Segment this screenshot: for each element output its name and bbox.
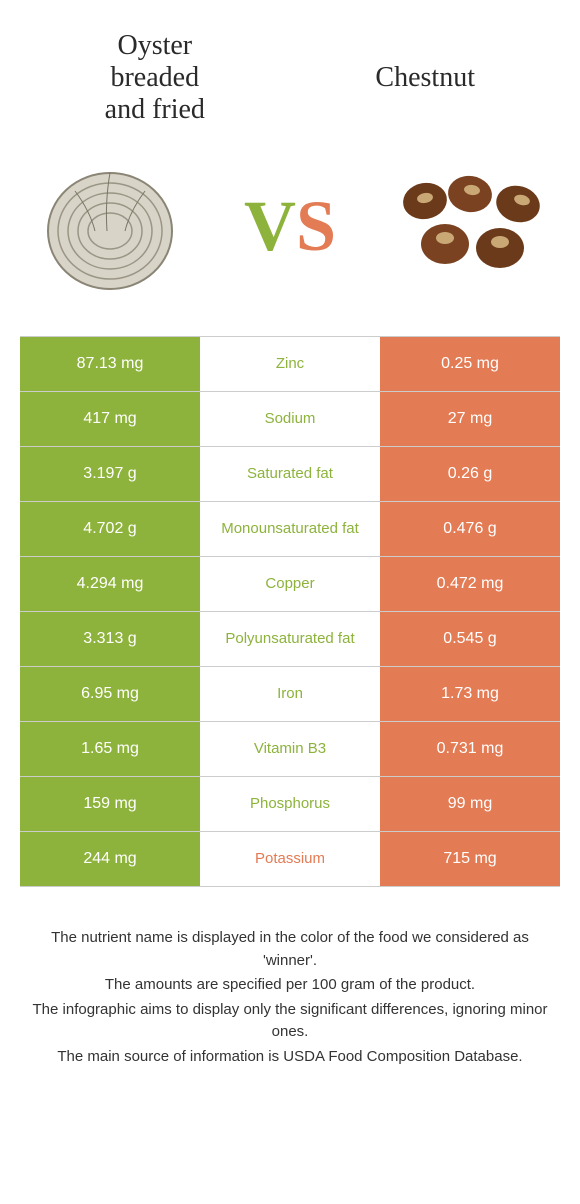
footer-line: The nutrient name is displayed in the co… [30,927,550,972]
left-food-title: Oyster breaded and fried [30,30,280,126]
right-value: 0.26 g [380,447,560,501]
right-food-title: Chestnut [300,30,550,126]
vs-label: VS [244,185,336,268]
nutrient-name: Copper [200,557,380,611]
table-row: 3.197 gSaturated fat0.26 g [20,446,560,501]
right-value: 0.472 mg [380,557,560,611]
table-row: 6.95 mgIron1.73 mg [20,666,560,721]
table-row: 3.313 gPolyunsaturated fat0.545 g [20,611,560,666]
left-value: 159 mg [20,777,200,831]
nutrient-name: Iron [200,667,380,721]
right-value: 0.476 g [380,502,560,556]
header: Oyster breaded and fried Chestnut [0,0,580,136]
vs-v: V [244,186,296,266]
nutrient-name: Phosphorus [200,777,380,831]
left-value: 1.65 mg [20,722,200,776]
right-value: 99 mg [380,777,560,831]
footer-line: The amounts are specified per 100 gram o… [30,974,550,997]
right-value: 0.25 mg [380,337,560,391]
right-value: 0.731 mg [380,722,560,776]
table-row: 159 mgPhosphorus99 mg [20,776,560,831]
right-value: 27 mg [380,392,560,446]
images-row: VS [0,136,580,336]
nutrient-name: Zinc [200,337,380,391]
footer-line: The main source of information is USDA F… [30,1046,550,1069]
table-row: 244 mgPotassium715 mg [20,831,560,887]
nutrient-table: 87.13 mgZinc0.25 mg417 mgSodium27 mg3.19… [20,336,560,887]
left-value: 3.313 g [20,612,200,666]
nutrient-name: Potassium [200,832,380,886]
left-value: 4.702 g [20,502,200,556]
table-row: 417 mgSodium27 mg [20,391,560,446]
table-row: 4.294 mgCopper0.472 mg [20,556,560,611]
vs-s: S [296,186,336,266]
table-row: 4.702 gMonounsaturated fat0.476 g [20,501,560,556]
nutrient-name: Vitamin B3 [200,722,380,776]
footer-line: The infographic aims to display only the… [30,999,550,1044]
left-value: 87.13 mg [20,337,200,391]
nutrient-name: Monounsaturated fat [200,502,380,556]
left-value: 6.95 mg [20,667,200,721]
left-value: 3.197 g [20,447,200,501]
nutrient-name: Saturated fat [200,447,380,501]
nutrient-name: Sodium [200,392,380,446]
left-value: 244 mg [20,832,200,886]
nutrient-name: Polyunsaturated fat [200,612,380,666]
left-value: 417 mg [20,392,200,446]
footer-notes: The nutrient name is displayed in the co… [0,887,580,1090]
chestnut-image [390,146,550,306]
right-value: 715 mg [380,832,560,886]
table-row: 1.65 mgVitamin B30.731 mg [20,721,560,776]
left-value: 4.294 mg [20,557,200,611]
right-value: 1.73 mg [380,667,560,721]
table-row: 87.13 mgZinc0.25 mg [20,336,560,391]
right-value: 0.545 g [380,612,560,666]
oyster-image [30,146,190,306]
